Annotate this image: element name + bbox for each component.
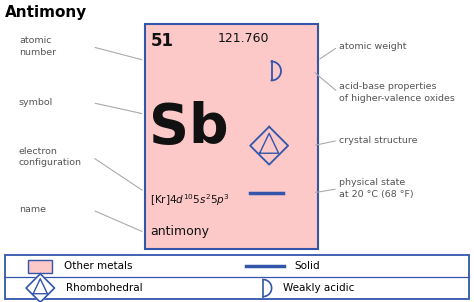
Text: antimony: antimony	[150, 225, 209, 238]
Text: Weakly acidic: Weakly acidic	[283, 283, 355, 293]
Text: Sb: Sb	[149, 101, 229, 155]
Text: physical state
at 20 °C (68 °F): physical state at 20 °C (68 °F)	[339, 178, 413, 199]
FancyBboxPatch shape	[5, 255, 469, 299]
FancyBboxPatch shape	[28, 260, 52, 273]
Text: 121.760: 121.760	[217, 32, 269, 45]
Text: name: name	[19, 205, 46, 214]
Text: Other metals: Other metals	[64, 261, 133, 271]
Polygon shape	[272, 62, 281, 80]
FancyBboxPatch shape	[145, 24, 318, 249]
Text: Rhombohedral: Rhombohedral	[66, 283, 143, 293]
Text: Antimony: Antimony	[5, 5, 87, 20]
Text: symbol: symbol	[19, 98, 53, 107]
Text: $[\mathrm{Kr}]4d^{10}5s^{2}5p^{3}$: $[\mathrm{Kr}]4d^{10}5s^{2}5p^{3}$	[150, 193, 230, 208]
Text: atomic weight: atomic weight	[339, 42, 406, 51]
Text: crystal structure: crystal structure	[339, 136, 418, 145]
Text: acid-base properties
of higher-valence oxides: acid-base properties of higher-valence o…	[339, 82, 455, 102]
Polygon shape	[26, 274, 55, 302]
Text: 51: 51	[150, 32, 173, 50]
Text: Solid: Solid	[294, 261, 319, 271]
Text: atomic
number: atomic number	[19, 37, 56, 57]
Polygon shape	[250, 127, 288, 165]
Text: electron
configuration: electron configuration	[19, 147, 82, 167]
Polygon shape	[263, 279, 272, 297]
